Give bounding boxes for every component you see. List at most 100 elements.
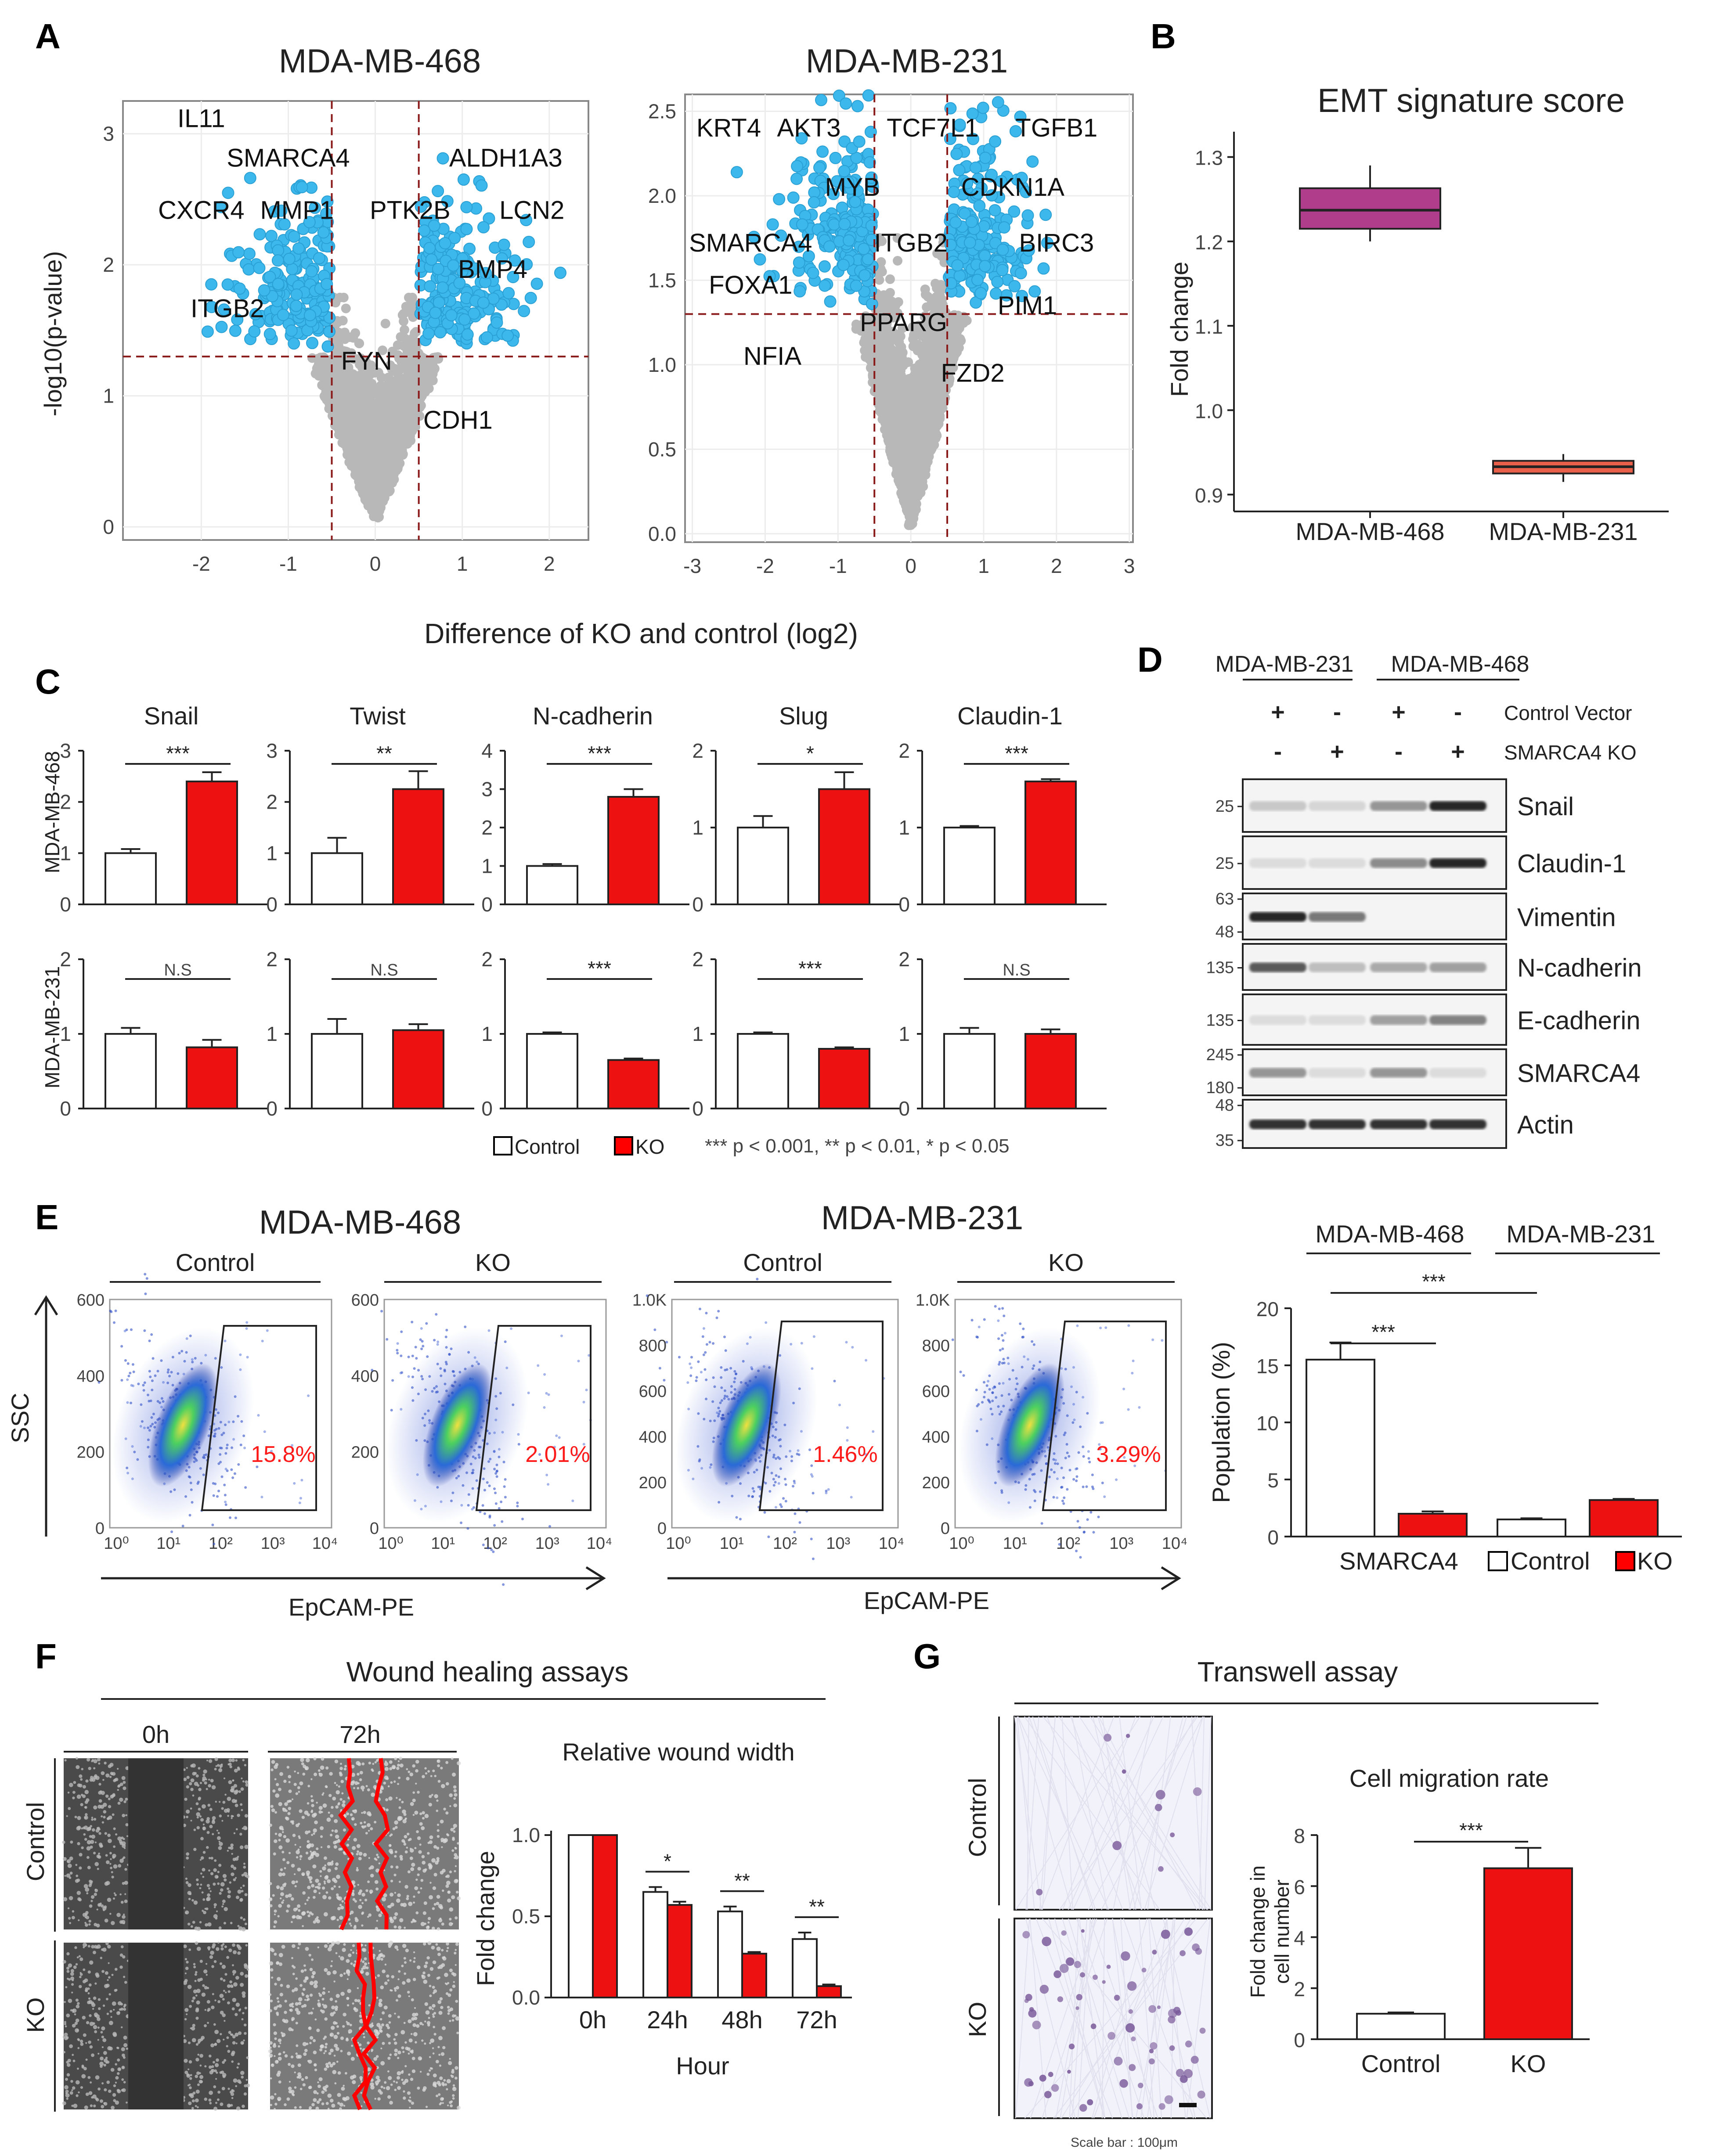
volcano-point-ns [396,443,406,453]
volcano-point-sig [201,325,214,338]
volcano-point-sig [296,181,308,194]
volcano-point-sig [445,309,458,322]
volcano-xtick: 2 [1051,554,1062,577]
volcano-point-sig [323,325,335,338]
volcano-point-sig [215,320,228,333]
panel-letter-g: G [913,1637,941,1676]
volcano-point-ns [367,378,377,389]
volcano-point-sig [253,262,266,274]
volcano-ytick: 2.0 [648,184,676,207]
volcano-point-sig [432,185,444,198]
volcano-point-ns [349,375,359,385]
volcano-point-sig [477,221,490,234]
volcano-point-ns [404,420,415,430]
volcano-ytick: 1 [103,385,114,407]
panel-letter-b: B [1151,17,1176,56]
volcano-point-sig [313,252,325,265]
volcano-point-ns [406,372,416,382]
volcano-468-title: MDA-MB-468 [279,43,481,80]
volcano-point-ns [383,414,393,425]
volcano-point-ns [396,332,406,342]
volcano-xtick: -1 [279,552,297,575]
volcano-point-ns [351,409,361,419]
volcano-point-sig [418,224,431,237]
volcano-point-ns [380,454,390,464]
volcano-xtick: -3 [683,554,701,577]
volcano-point-ns [374,461,384,471]
volcano-point-sig [303,309,316,321]
volcano-point-sig [290,299,303,312]
volcano-point-ns [365,500,375,510]
volcano-ytick: 2.5 [648,100,676,122]
volcano-point-ns [402,385,412,396]
volcano-point-ns [338,421,348,431]
panel-letter-d: D [1137,640,1163,679]
volcano-point-ns [399,316,409,326]
volcano-point-sig [439,237,451,250]
volcano-point-ns [325,367,335,377]
volcano-ytick: 1.0 [648,353,676,376]
volcano-point-ns [408,408,418,418]
volcano-point-ns [350,328,361,338]
volcano-point-sig [423,242,436,255]
volcano-point-ns [885,274,895,284]
volcano-point-sig [233,282,246,295]
volcano-gene-label: IL11 [177,104,225,133]
volcano-ytick: 0.0 [648,522,676,545]
volcano-point-ns [408,333,418,343]
volcano-gene-label: MMP1 [260,196,334,225]
volcano-gene-label: CXCR4 [158,196,245,225]
volcano-231-title: MDA-MB-231 [806,43,1008,80]
volcano-gene-label: LCN2 [499,196,564,225]
volcano-xtick: -2 [192,552,210,575]
volcano-point-sig [530,277,543,290]
volcano-point-sig [460,223,473,235]
volcano-xtick: 0 [905,554,916,577]
volcano-point-sig [288,230,300,243]
panel-letter-a: A [35,17,61,56]
volcano-point-sig [436,152,449,165]
volcano-point-sig [432,263,444,275]
volcano-xlabel: Difference of KO and control (log2) [424,618,858,649]
panel-letter-e: E [35,1198,58,1237]
volcano-point-ns [362,421,372,432]
volcano-ytick: 0.5 [648,438,676,461]
volcano-point-ns [893,256,903,266]
volcano-point-ns [355,469,365,479]
volcano-ytick: 1.5 [648,269,676,292]
volcano-point-sig [205,278,218,291]
volcano-point-ns [923,292,933,302]
volcano-point-sig [424,280,436,293]
volcano-point-sig [290,288,303,301]
volcano-point-sig [317,226,330,239]
volcano-point-sig [457,173,470,186]
volcano-point-ns [389,457,399,467]
volcano-point-ns [372,411,382,421]
volcano-point-sig [458,313,471,326]
volcano-point-ns [380,319,390,329]
panel-letter-f: F [35,1637,57,1676]
volcano-point-sig [229,324,242,337]
volcano-gene-label: CDH1 [423,406,493,434]
volcano-point-sig [429,306,442,319]
volcano-point-sig [283,252,296,265]
volcano-point-ns [339,406,350,416]
volcano-gene-label: SMARCA4 [227,144,350,172]
volcano-point-ns [395,430,405,440]
volcano-point-sig [491,316,503,329]
volcano-point-ns [378,346,388,356]
volcano-point-sig [305,265,318,277]
volcano-xtick: 1 [978,554,989,577]
volcano-point-ns [409,392,419,402]
volcano-xtick: -2 [756,554,774,577]
volcano-point-ns [354,458,364,468]
volcano-point-ns [357,400,367,410]
volcano-gene-label: ITGB2 [191,295,264,323]
volcano-point-ns [400,325,410,335]
volcano-point-sig [286,263,299,275]
volcano-point-ns [364,489,374,499]
volcano-point-sig [232,246,245,259]
volcano-point-sig [554,266,566,279]
volcano-point-ns [383,440,393,450]
